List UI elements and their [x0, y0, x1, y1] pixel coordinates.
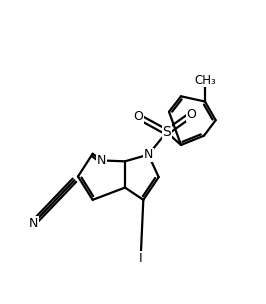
Text: O: O [133, 110, 143, 123]
Text: N: N [29, 217, 38, 230]
Text: N: N [144, 148, 153, 161]
Text: CH₃: CH₃ [194, 74, 216, 87]
Text: S: S [162, 125, 171, 139]
Text: I: I [139, 252, 143, 265]
Text: N: N [97, 154, 106, 167]
Text: O: O [187, 108, 197, 121]
